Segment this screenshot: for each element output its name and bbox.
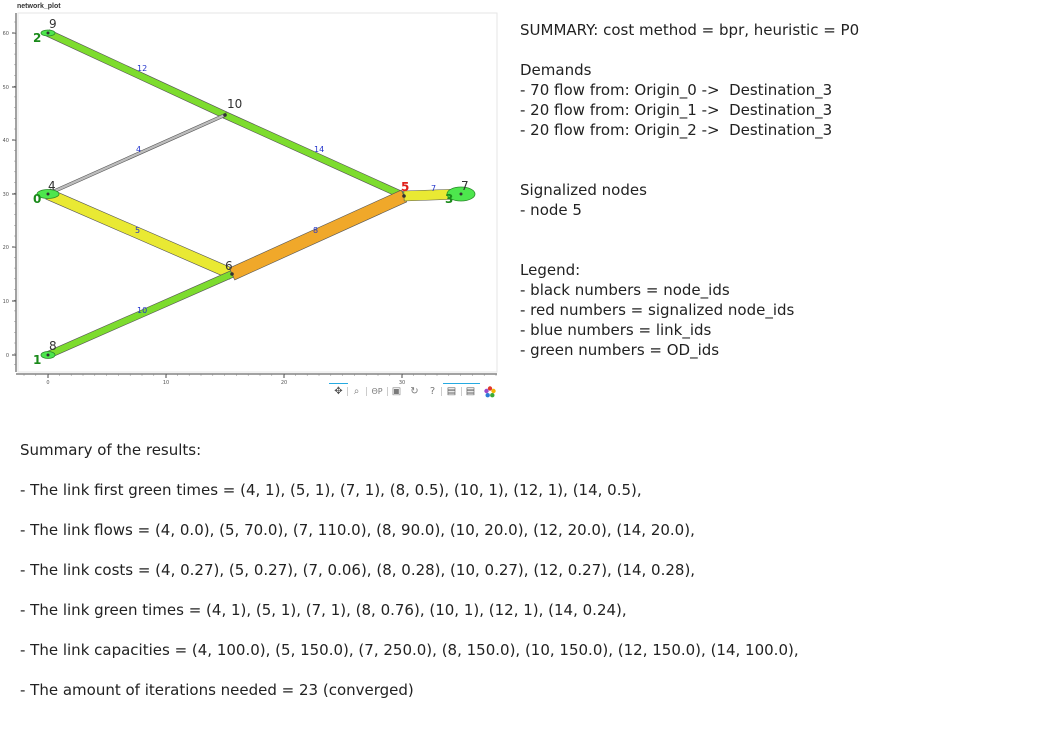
help-icon[interactable]: ? [429, 386, 436, 397]
node-dot [459, 192, 463, 196]
legend-line: - green numbers = OD_ids [520, 341, 720, 359]
demand-line: - 20 flow from: Origin_1 -> Destination_… [520, 101, 833, 119]
y-tick-label: 40 [3, 138, 9, 144]
active-tool-indicator [443, 383, 480, 384]
demands-title: Demands [520, 61, 592, 79]
results-line: - The link green times = (4, 1), (5, 1),… [20, 601, 627, 619]
toolbar-divider [387, 387, 388, 396]
signalized-title: Signalized nodes [520, 181, 647, 199]
nodes-layer [36, 29, 476, 359]
link-id-label: 7 [431, 184, 436, 193]
bokeh-logo-icon[interactable] [484, 386, 496, 398]
node-dot [402, 194, 406, 198]
legend-title: Legend: [520, 261, 581, 279]
link-id-label: 5 [135, 226, 140, 235]
toolbar-divider [441, 387, 442, 396]
link-id-label: 8 [313, 226, 318, 235]
link-id-label: 10 [137, 306, 147, 315]
od-id-label: 2 [33, 31, 41, 45]
node-dot [46, 353, 50, 357]
x-tick-label: 30 [399, 380, 405, 386]
od-id-label: 3 [445, 192, 453, 206]
labels-layer: 12 14 4 5 8 10 7 9 10 4 6 8 7 5 2 0 1 3 [33, 17, 469, 367]
y-tick-label: 10 [3, 299, 9, 305]
signalized-line: - node 5 [520, 201, 582, 219]
active-tool-indicator [329, 383, 348, 384]
results-line: - The amount of iterations needed = 23 (… [20, 681, 414, 699]
node-dot [46, 192, 50, 196]
node-dot [230, 272, 234, 276]
pan-icon[interactable]: ✥ [334, 386, 343, 397]
node-id-label: 6 [225, 259, 233, 273]
reset-icon[interactable]: ↻ [410, 386, 419, 397]
od-id-label: 0 [33, 192, 41, 206]
results-line: - The link costs = (4, 0.27), (5, 0.27),… [20, 561, 696, 579]
od-id-label: 1 [33, 353, 41, 367]
demand-line: - 20 flow from: Origin_2 -> Destination_… [520, 121, 833, 139]
node-dot [46, 31, 50, 35]
link-id-label: 4 [136, 145, 141, 154]
y-tick-label: 0 [6, 353, 9, 359]
link-id-label: 12 [137, 64, 147, 73]
wheel-zoom-icon[interactable]: ΘP [371, 387, 383, 396]
demand-line: - 70 flow from: Origin_0 -> Destination_… [520, 81, 833, 99]
summary-header: SUMMARY: cost method = bpr, heuristic = … [520, 21, 860, 39]
x-tick-label: 0 [46, 380, 49, 386]
toolbar-divider [461, 387, 462, 396]
y-tick-label: 50 [3, 85, 9, 91]
y-axis-ticks: 60 50 40 30 20 10 0 [3, 21, 16, 365]
x-tick-label: 10 [163, 380, 169, 386]
results-title: Summary of the results: [20, 441, 202, 459]
signalized-node-label: 5 [401, 180, 409, 194]
y-tick-label: 60 [3, 31, 9, 37]
plot-title: network_plot [17, 3, 61, 10]
legend-line: - red numbers = signalized node_ids [520, 301, 795, 319]
node-id-label: 9 [49, 17, 57, 31]
node-dot [223, 113, 227, 117]
node-id-label: 7 [461, 179, 469, 193]
node-id-label: 8 [49, 339, 57, 353]
results-line: - The link capacities = (4, 100.0), (5, … [20, 641, 799, 659]
link-id-label: 14 [314, 145, 324, 154]
y-tick-label: 20 [3, 245, 9, 251]
box-zoom-icon[interactable]: ⌕ [353, 386, 360, 397]
y-tick-label: 30 [3, 192, 9, 198]
x-tick-label: 20 [281, 380, 287, 386]
x-axis-ticks: 0 10 20 30 [23, 374, 497, 386]
hover-icon[interactable]: ▤ [446, 386, 457, 397]
tap-icon[interactable]: ▤ [465, 386, 476, 397]
results-line: - The link first green times = (4, 1), (… [20, 481, 642, 499]
legend-line: - black numbers = node_ids [520, 281, 730, 299]
node-id-label: 4 [48, 179, 56, 193]
toolbar-divider [347, 387, 348, 396]
results-line: - The link flows = (4, 0.0), (5, 70.0), … [20, 521, 695, 539]
links-layer [45, 29, 462, 359]
node-id-label: 10 [227, 97, 242, 111]
toolbar-divider [366, 387, 367, 396]
save-icon[interactable]: ▣ [391, 386, 402, 397]
legend-line: - blue numbers = link_ids [520, 321, 712, 339]
